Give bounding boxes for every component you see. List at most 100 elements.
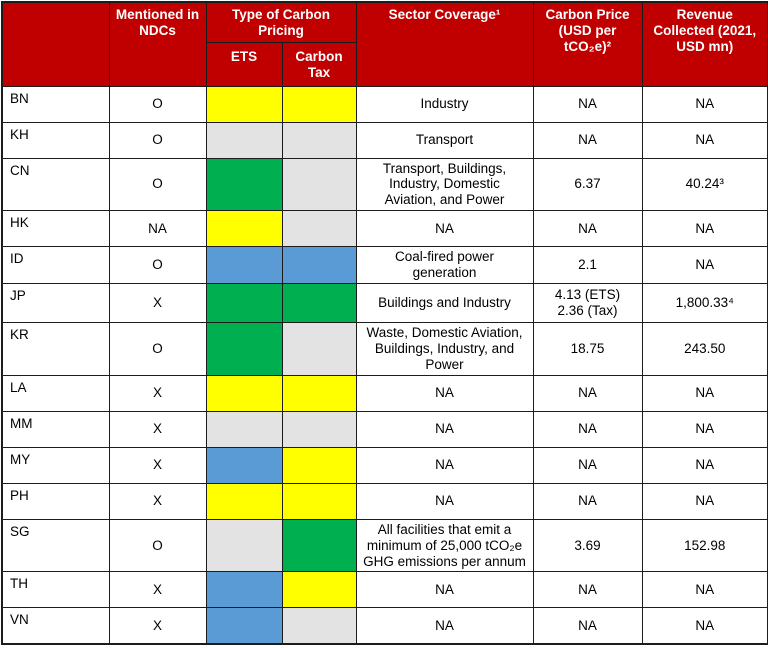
sector-cell: NA — [355, 210, 534, 248]
ets-cell — [205, 85, 283, 123]
revenue-cell: NA — [641, 374, 768, 412]
carbon-tax-cell — [281, 571, 357, 609]
ets-cell — [205, 374, 283, 412]
table-row: KR O Waste, Domestic Aviation, Buildings, … — [1, 321, 768, 376]
carbon-tax-cell — [281, 446, 357, 484]
revenue-cell: 1,800.33⁴ — [641, 283, 768, 323]
table-row: BN O Industry NA NA — [1, 85, 768, 123]
carbon-tax-cell — [281, 321, 357, 376]
table-row: KH O Transport NA NA — [1, 121, 768, 159]
table-row: ID O Coal-fired power generation 2.1 NA — [1, 246, 768, 285]
carbon-tax-cell — [281, 157, 357, 212]
ets-cell — [205, 571, 283, 609]
revenue-cell: NA — [641, 246, 768, 285]
header-sector-coverage-cell: Sector Coverage¹ — [355, 1, 534, 87]
revenue-cell: 152.98 — [641, 518, 768, 573]
country-code-cell: JP — [1, 283, 110, 323]
table-row: LA X NA NA NA — [1, 374, 768, 412]
carbon-tax-cell — [281, 607, 357, 645]
carbon-tax-cell — [281, 85, 357, 123]
sector-cell: Waste, Domestic Aviation, Buildings, Ind… — [355, 321, 534, 376]
ndc-cell: O — [108, 121, 207, 159]
revenue-cell: NA — [641, 607, 768, 645]
ndc-cell: O — [108, 518, 207, 573]
country-code-cell: PH — [1, 482, 110, 520]
sector-cell: NA — [355, 607, 534, 645]
header-ets-cell: ETS — [205, 41, 283, 87]
table-row: JP X Buildings and Industry 4.13 (ETS) 2.36… — [1, 283, 768, 323]
table-header: Mentioned in NDCs Type of Carbon Pricing… — [1, 1, 768, 87]
price-cell: 6.37 — [532, 157, 643, 212]
price-cell: 2.1 — [532, 246, 643, 285]
carbon-tax-cell — [281, 210, 357, 248]
revenue-cell: NA — [641, 410, 768, 448]
country-code-cell: ID — [1, 246, 110, 285]
price-cell: NA — [532, 571, 643, 609]
country-code-cell: BN — [1, 85, 110, 123]
revenue-cell: NA — [641, 446, 768, 484]
ndc-cell: X — [108, 607, 207, 645]
ndc-cell: O — [108, 157, 207, 212]
country-code-cell: SG — [1, 518, 110, 573]
ndc-cell: X — [108, 283, 207, 323]
sector-cell: All facilities that emit a minimum of 25… — [355, 518, 534, 573]
ets-cell — [205, 607, 283, 645]
ndc-cell: X — [108, 482, 207, 520]
ets-cell — [205, 446, 283, 484]
price-cell: NA — [532, 410, 643, 448]
price-cell: NA — [532, 482, 643, 520]
country-code-cell: CN — [1, 157, 110, 212]
sector-cell: Buildings and Industry — [355, 283, 534, 323]
ndc-cell: O — [108, 85, 207, 123]
ets-cell — [205, 121, 283, 159]
ets-cell — [205, 283, 283, 323]
sector-cell: NA — [355, 410, 534, 448]
country-code-cell: HK — [1, 210, 110, 248]
ets-cell — [205, 518, 283, 573]
header-type-of-carbon-pricing-cell: Type of Carbon Pricing — [205, 1, 357, 43]
country-code-cell: KH — [1, 121, 110, 159]
header-revenue-collected-cell: Revenue Collected (2021, USD mn) — [641, 1, 768, 87]
ndc-cell: X — [108, 571, 207, 609]
ets-cell — [205, 321, 283, 376]
carbon-tax-cell — [281, 518, 357, 573]
price-cell: NA — [532, 607, 643, 645]
sector-cell: NA — [355, 482, 534, 520]
price-cell: NA — [532, 85, 643, 123]
price-cell: NA — [532, 374, 643, 412]
price-cell: 3.69 — [532, 518, 643, 573]
revenue-cell: 243.50 — [641, 321, 768, 376]
header-ndc-cell: Mentioned in NDCs — [108, 1, 207, 87]
ets-cell — [205, 410, 283, 448]
ndc-cell: X — [108, 446, 207, 484]
header-country-cell — [1, 1, 110, 87]
ndc-cell: O — [108, 246, 207, 285]
ndc-cell: X — [108, 410, 207, 448]
revenue-cell: NA — [641, 210, 768, 248]
ndc-cell: NA — [108, 210, 207, 248]
sector-cell: NA — [355, 446, 534, 484]
carbon-tax-cell — [281, 283, 357, 323]
table-row: MY X NA NA NA — [1, 446, 768, 484]
table-row: SG O All facilities that emit a minimum of… — [1, 518, 768, 573]
carbon-tax-cell — [281, 374, 357, 412]
country-code-cell: MY — [1, 446, 110, 484]
header-carbon-price-cell: Carbon Price (USD per tCO₂e)² — [532, 1, 643, 87]
price-cell: NA — [532, 210, 643, 248]
country-code-cell: MM — [1, 410, 110, 448]
table-row: VN X NA NA NA — [1, 607, 768, 645]
table-row: MM X NA NA NA — [1, 410, 768, 448]
ets-cell — [205, 210, 283, 248]
sector-cell: NA — [355, 374, 534, 412]
country-code-cell: VN — [1, 607, 110, 645]
table-row: HK NA NA NA NA — [1, 210, 768, 248]
price-cell: 4.13 (ETS) 2.36 (Tax) — [532, 283, 643, 323]
sector-cell: NA — [355, 571, 534, 609]
revenue-cell: NA — [641, 85, 768, 123]
table-row: CN O Transport, Buildings, Industry, Domes… — [1, 157, 768, 212]
ndc-cell: O — [108, 321, 207, 376]
carbon-tax-cell — [281, 246, 357, 285]
price-cell: NA — [532, 446, 643, 484]
carbon-tax-cell — [281, 482, 357, 520]
table-row: TH X NA NA NA — [1, 571, 768, 609]
